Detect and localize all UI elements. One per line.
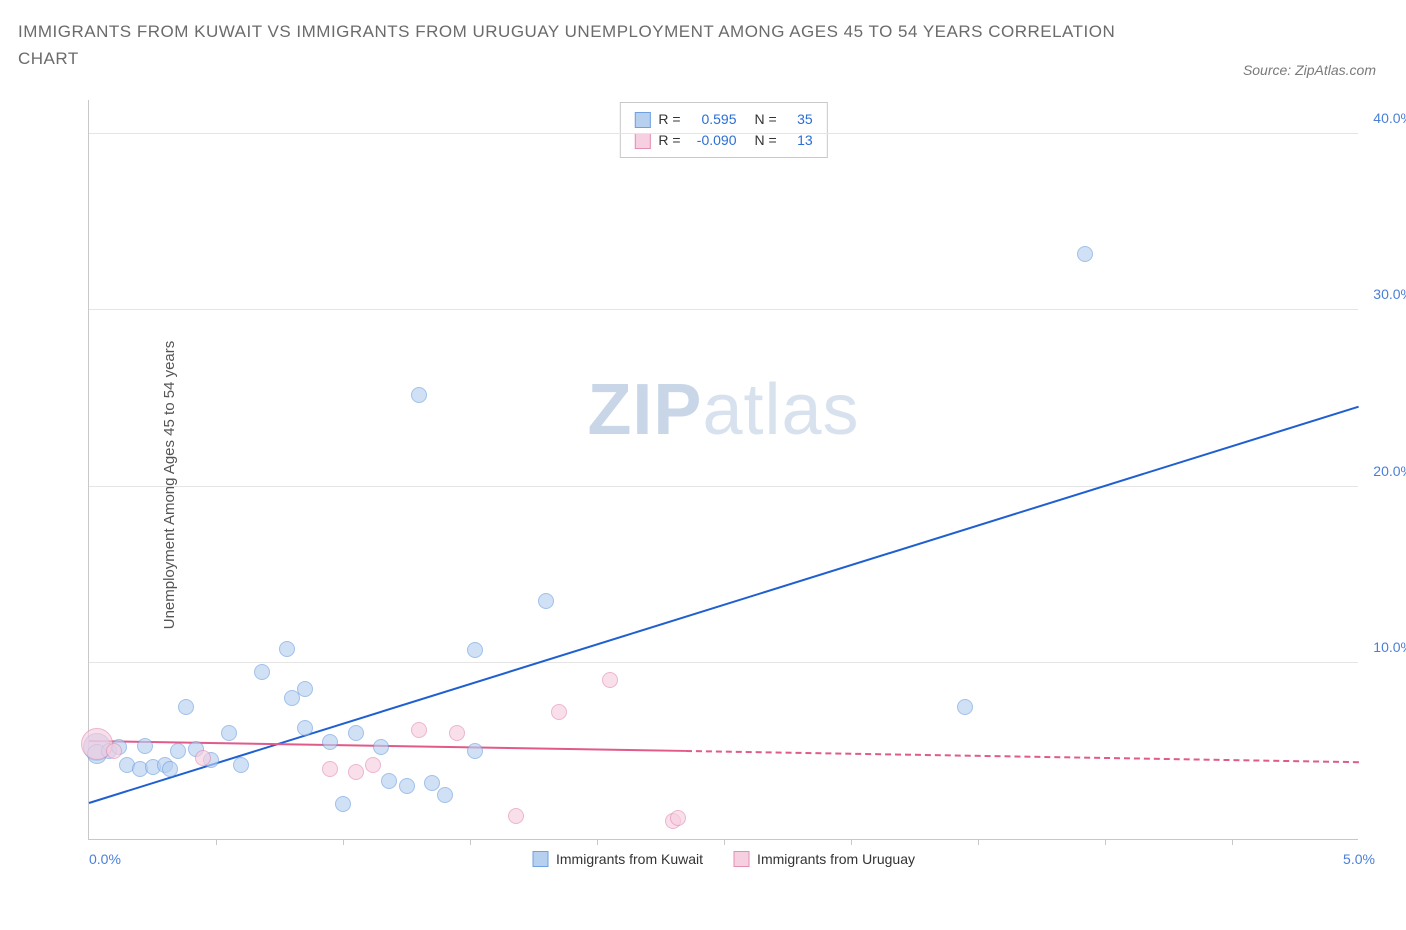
data-point-kuwait	[373, 739, 389, 755]
data-point-kuwait	[162, 761, 178, 777]
data-point-kuwait	[322, 734, 338, 750]
data-point-kuwait	[170, 743, 186, 759]
data-point-kuwait	[348, 725, 364, 741]
data-point-uruguay	[195, 750, 211, 766]
plot-region: ZIPatlas R =0.595N =35R =-0.090N =13 Imm…	[88, 100, 1358, 840]
data-point-kuwait	[381, 773, 397, 789]
data-point-kuwait	[424, 775, 440, 791]
x-tick-label: 0.0%	[89, 851, 121, 867]
legend-item-kuwait: Immigrants from Kuwait	[532, 851, 703, 867]
legend-correlation-box: R =0.595N =35R =-0.090N =13	[619, 102, 827, 158]
data-point-kuwait	[254, 664, 270, 680]
data-point-kuwait	[279, 641, 295, 657]
data-point-kuwait	[137, 738, 153, 754]
data-point-kuwait	[297, 720, 313, 736]
legend-series: Immigrants from Kuwait Immigrants from Ur…	[532, 851, 915, 867]
data-point-kuwait	[467, 743, 483, 759]
x-tick	[343, 839, 344, 845]
chart-title: IMMIGRANTS FROM KUWAIT VS IMMIGRANTS FRO…	[18, 18, 1118, 72]
data-point-kuwait	[399, 778, 415, 794]
data-point-kuwait	[221, 725, 237, 741]
data-point-kuwait	[297, 681, 313, 697]
x-tick	[216, 839, 217, 845]
x-tick	[1232, 839, 1233, 845]
x-tick	[724, 839, 725, 845]
data-point-uruguay	[449, 725, 465, 741]
y-tick-label: 10.0%	[1373, 639, 1406, 655]
data-point-uruguay	[508, 808, 524, 824]
data-point-kuwait	[178, 699, 194, 715]
legend-swatch-icon	[532, 851, 548, 867]
x-tick	[597, 839, 598, 845]
legend-row-kuwait: R = 0.595 N = 35	[634, 109, 812, 130]
data-point-kuwait	[411, 387, 427, 403]
data-point-kuwait	[467, 642, 483, 658]
x-tick	[1105, 839, 1106, 845]
legend-n-label: N =	[755, 109, 777, 130]
legend-r-label: R =	[658, 109, 680, 130]
legend-item-label: Immigrants from Kuwait	[556, 851, 703, 867]
data-point-kuwait	[437, 787, 453, 803]
trend-line-uruguay	[686, 750, 1359, 763]
x-tick-label: 5.0%	[1343, 851, 1375, 867]
data-point-kuwait	[538, 593, 554, 609]
data-point-uruguay	[322, 761, 338, 777]
legend-r-value: 0.595	[689, 109, 737, 130]
gridline	[89, 309, 1358, 310]
data-point-uruguay	[551, 704, 567, 720]
data-point-uruguay	[411, 722, 427, 738]
gridline	[89, 662, 1358, 663]
legend-item-uruguay: Immigrants from Uruguay	[733, 851, 915, 867]
data-point-uruguay	[602, 672, 618, 688]
x-tick	[470, 839, 471, 845]
chart-area: Unemployment Among Ages 45 to 54 years Z…	[60, 100, 1380, 870]
gridline	[89, 486, 1358, 487]
gridline	[89, 133, 1358, 134]
legend-n-value: 35	[785, 109, 813, 130]
data-point-uruguay	[365, 757, 381, 773]
legend-swatch-icon	[634, 112, 650, 128]
watermark: ZIPatlas	[587, 369, 859, 451]
data-point-uruguay	[670, 810, 686, 826]
data-point-uruguay	[348, 764, 364, 780]
source-attribution: Source: ZipAtlas.com	[1243, 62, 1376, 78]
y-tick-label: 20.0%	[1373, 463, 1406, 479]
data-point-kuwait	[957, 699, 973, 715]
y-tick-label: 40.0%	[1373, 110, 1406, 126]
data-point-kuwait	[1077, 246, 1093, 262]
data-point-kuwait	[233, 757, 249, 773]
legend-swatch-icon	[733, 851, 749, 867]
x-tick	[851, 839, 852, 845]
y-tick-label: 30.0%	[1373, 286, 1406, 302]
data-point-uruguay	[106, 743, 122, 759]
legend-item-label: Immigrants from Uruguay	[757, 851, 915, 867]
data-point-kuwait	[335, 796, 351, 812]
legend-swatch-icon	[634, 133, 650, 149]
x-tick	[978, 839, 979, 845]
